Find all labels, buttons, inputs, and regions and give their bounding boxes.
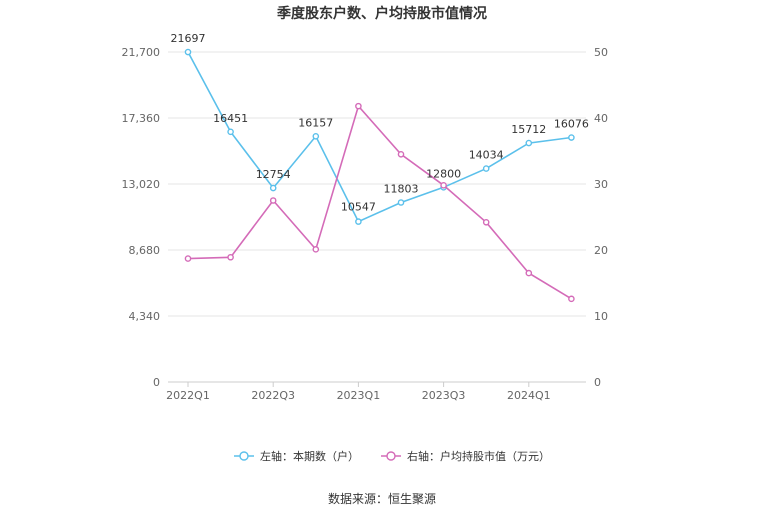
right-tick-label: 50 — [594, 46, 608, 59]
series-2-point — [184, 255, 192, 262]
legend-label: 右轴：户均持股市值（万元） — [407, 449, 550, 463]
grid-lines — [168, 51, 586, 317]
legend-item-2: 右轴：户均持股市值（万元） — [381, 449, 550, 463]
right-axis: 0 10 20 30 40 50 — [594, 46, 608, 389]
data-label: 14034 — [469, 149, 504, 162]
series-2-point — [269, 197, 277, 204]
x-tick-label: 2022Q1 — [166, 389, 210, 402]
data-label: 10547 — [341, 201, 376, 214]
x-tick-label: 2023Q3 — [422, 389, 466, 402]
source-note: 数据来源：恒生聚源 — [328, 491, 436, 506]
series-2-point — [227, 253, 234, 261]
legend-marker — [386, 451, 396, 461]
right-tick-label: 40 — [594, 112, 608, 125]
right-tick-label: 0 — [594, 376, 601, 389]
legend-label: 左轴：本期数（户） — [260, 449, 359, 463]
chart-title: 季度股东户数、户均持股市值情况 — [276, 5, 487, 22]
data-label: 15712 — [511, 123, 546, 136]
data-label: 16076 — [554, 118, 589, 131]
series-line-1 — [187, 51, 572, 223]
right-tick-label: 20 — [594, 244, 608, 257]
series-line-2 — [187, 104, 572, 300]
series-1-point — [312, 132, 320, 140]
right-tick-label: 30 — [594, 178, 608, 191]
series-2-point — [440, 182, 447, 189]
x-axis: 2022Q1 2022Q3 2023Q1 2023Q3 2024Q1 — [166, 381, 586, 402]
series-2-point — [397, 150, 405, 158]
series-2-point — [355, 102, 362, 110]
x-tick-label: 2023Q1 — [337, 389, 381, 402]
left-tick-label: 8,680 — [129, 244, 161, 257]
series-1-point — [525, 139, 533, 147]
right-tick-label: 10 — [594, 310, 608, 323]
data-label: 16157 — [298, 116, 333, 129]
series-1-point — [269, 184, 277, 192]
left-axis: 0 4,340 8,680 13,020 17,360 21,700 — [122, 46, 161, 389]
series-layer — [184, 48, 575, 303]
left-tick-label: 4,340 — [129, 310, 161, 323]
legend: 左轴：本期数（户） 右轴：户均持股市值（万元） — [234, 449, 550, 463]
series-1-point — [568, 134, 575, 141]
data-label: 12754 — [256, 168, 291, 181]
series-1-point — [355, 218, 362, 225]
series-2-point — [312, 246, 320, 253]
left-tick-label: 0 — [153, 376, 160, 389]
series-1-point — [397, 199, 405, 206]
legend-item-1: 左轴：本期数（户） — [234, 449, 359, 463]
data-label: 16451 — [213, 112, 248, 125]
data-label: 21697 — [171, 32, 206, 45]
left-tick-label: 13,020 — [122, 178, 161, 191]
legend-marker — [239, 451, 249, 461]
series-2-point — [525, 269, 533, 277]
series-2-point — [482, 218, 490, 226]
left-tick-label: 21,700 — [122, 46, 161, 59]
x-tick-label: 2022Q3 — [251, 389, 295, 402]
data-label: 12800 — [426, 167, 461, 180]
series-1-point — [482, 165, 490, 172]
x-tick-label: 2024Q1 — [507, 389, 551, 402]
left-tick-label: 17,360 — [122, 112, 161, 125]
series-1-point — [227, 128, 234, 136]
data-labels: 21697 16451 12754 16157 10547 11803 12800 14034… — [171, 32, 589, 214]
series-1-point — [184, 48, 192, 56]
data-label: 11803 — [384, 183, 419, 196]
series-2-point — [568, 295, 575, 303]
